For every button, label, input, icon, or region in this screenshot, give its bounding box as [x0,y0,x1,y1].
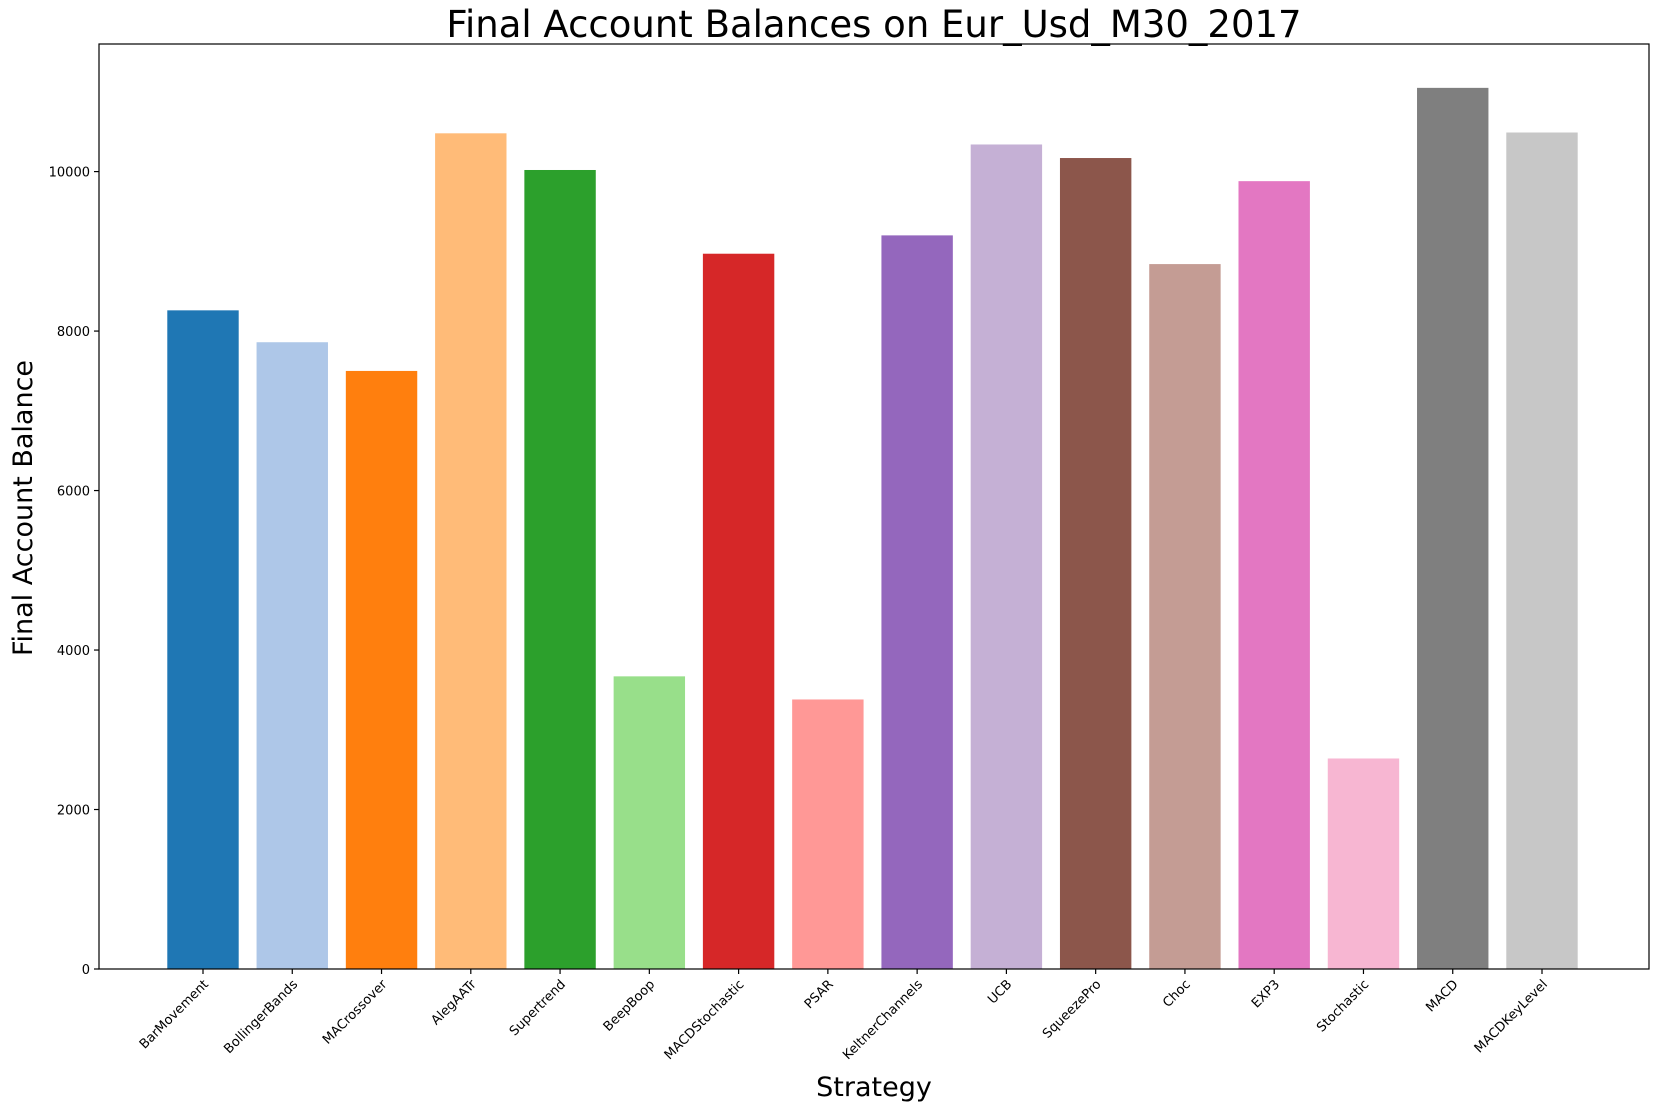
plot-frame [98,43,1650,970]
bar-stochastic [1327,758,1400,969]
bar-beepboop [613,676,686,969]
y-tick-label: 0 [82,963,90,978]
x-tick-label: SqueezePro [1040,977,1105,1042]
bar-macrossover [345,370,418,969]
bar-choc [1149,264,1221,970]
x-tick-label: Supertrend [507,977,569,1039]
x-tick-label: MACDStochastic [662,977,748,1063]
x-tick-label: PSAR [802,977,837,1012]
bar-alegaatr [435,133,507,969]
x-tick-label: BollingerBands [221,977,301,1057]
bar-bollingerbands [256,342,328,970]
bar-squeezepro [1059,158,1132,969]
bar-psar [792,699,864,969]
x-ticks-group: BarMovement BollingerBands MACrossover Aleg… [137,969,1551,1063]
bars-group [167,87,1578,970]
y-tick-label: 10000 [49,166,90,181]
x-tick-label: MACDKeyLevel [1472,977,1551,1056]
y-ticks-group: 0 2000 4000 6000 8000 10000 [49,166,99,978]
x-tick-label: AlegAATr [429,977,481,1029]
x-tick-label: UCB [985,977,1015,1007]
chart-title: Final Account Balances on Eur_Usd_M30_20… [446,3,1301,46]
x-tick-label: MACD [1423,977,1461,1015]
bar-macdkeylevel [1506,132,1578,969]
bar-ucb [970,144,1043,970]
x-tick-label: BeepBoop [601,977,658,1034]
y-axis-label: Final Account Balance [8,360,39,656]
bar-exp3 [1238,181,1310,969]
x-tick-label: Stochastic [1314,977,1372,1035]
y-tick-label: 8000 [57,325,90,340]
bar-supertrend [524,169,596,970]
bar-macd [1417,87,1489,970]
y-tick-label: 4000 [57,644,90,659]
x-tick-label: EXP3 [1249,977,1283,1011]
x-tick-label: BarMovement [137,977,212,1052]
y-tick-label: 6000 [57,485,90,500]
y-tick-label: 2000 [57,804,90,819]
x-tick-label: MACrossover [320,977,391,1048]
x-axis-label: Strategy [816,1072,932,1103]
bar-keltnerchannels [881,235,953,969]
x-tick-label: KeltnerChannels [840,977,926,1063]
bar-macdstochastic [702,253,775,970]
bar-barmovement [167,310,239,970]
x-tick-label: Choc [1160,977,1194,1011]
